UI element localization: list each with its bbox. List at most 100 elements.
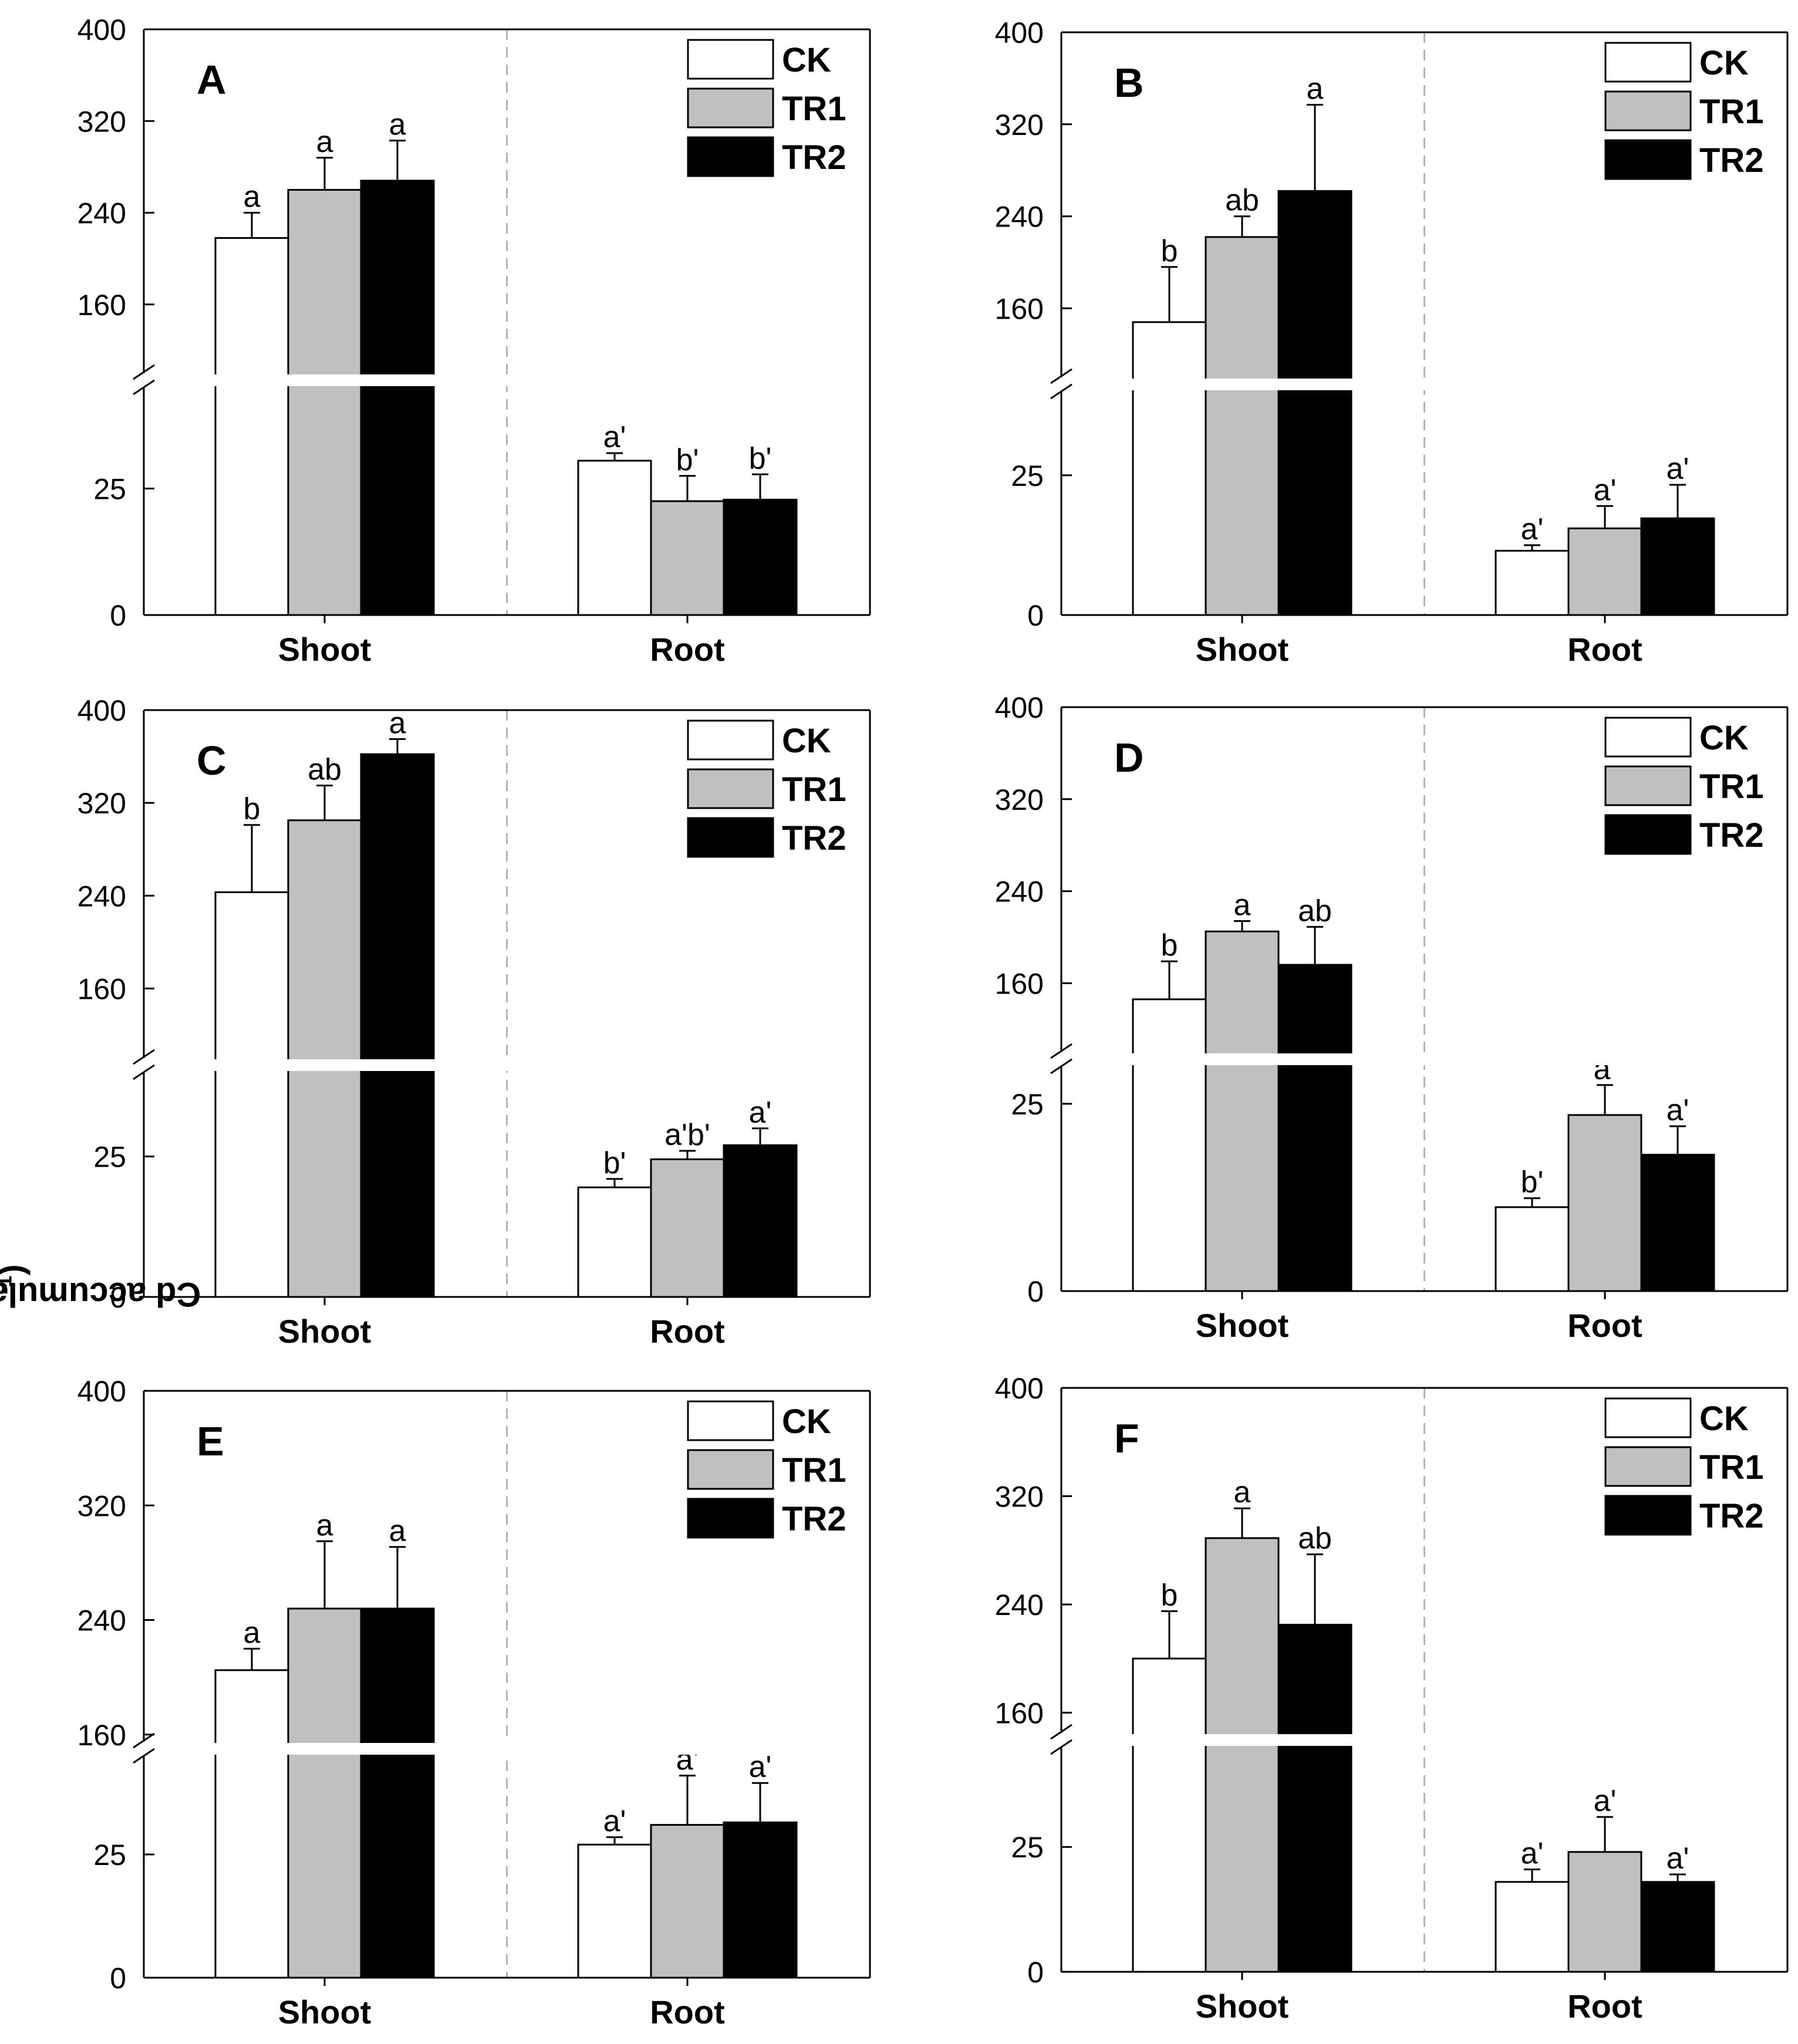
bar-tr2-shoot: [1277, 964, 1352, 1292]
legend-label: CK: [1699, 44, 1749, 82]
panel-letter: B: [1114, 60, 1144, 106]
legend-label: TR1: [782, 90, 846, 128]
bar-tr2-shoot: [360, 753, 435, 1298]
legend-swatch-tr1: [1604, 90, 1692, 131]
legend-swatch-ck: [687, 1400, 774, 1441]
bar-ck-root: [577, 1843, 652, 1979]
bar-tr2-root: [1640, 517, 1715, 616]
bar-tr2-shoot: [360, 1607, 435, 1979]
y-axis-label-text: Cd accumulation(μg plant: [0, 1275, 201, 1314]
legend-label: TR1: [782, 771, 846, 809]
panel-letter: A: [197, 57, 227, 103]
significance-letter: a': [1521, 512, 1544, 546]
y-tick-label: 25: [93, 472, 126, 505]
y-tick-label: 400: [995, 1372, 1044, 1405]
significance-letter: ab: [1298, 1522, 1332, 1556]
legend-swatch-ck: [687, 39, 774, 80]
y-tick-label: 160: [995, 292, 1044, 325]
legend-label: CK: [1699, 1400, 1749, 1438]
bar-tr1-shoot: [1205, 930, 1280, 1292]
y-tick-label: 240: [77, 1604, 126, 1637]
x-tick-label: Root: [1567, 631, 1642, 668]
bar-ck-root: [577, 460, 652, 616]
significance-letter: a'b': [664, 1118, 710, 1152]
significance-letter: a': [1667, 452, 1689, 486]
significance-letter: a: [316, 1508, 333, 1542]
legend-swatch-tr1: [1604, 765, 1692, 806]
legend-swatch-tr1: [687, 87, 774, 129]
y-tick-label: 320: [995, 109, 1044, 141]
legend-label: CK: [782, 41, 831, 79]
y-tick-label: 320: [77, 787, 126, 820]
y-tick-label: 0: [110, 1962, 126, 1995]
bar-tr1-shoot: [1205, 236, 1280, 616]
legend-label: TR1: [1699, 768, 1764, 806]
y-tick-label: 0: [1027, 1956, 1044, 1989]
significance-letter: a: [1234, 888, 1251, 923]
bar-tr2-root: [723, 1821, 798, 1979]
bar-ck-shoot: [214, 1669, 289, 1979]
legend-label: TR2: [782, 138, 846, 177]
panel-C: b b' ab a'b' a a' 160 240 320 400 0 25 Shoot Root C CK T…: [77, 694, 871, 1350]
significance-letter: ab: [308, 752, 342, 786]
y-tick-label: 400: [77, 1375, 126, 1408]
legend-swatch-tr2: [1604, 139, 1692, 180]
legend-label: TR1: [1699, 1448, 1764, 1486]
legend-label: TR2: [782, 819, 846, 857]
y-tick-label: 320: [77, 1489, 126, 1522]
y-tick-label: 400: [995, 691, 1044, 724]
bar-tr1-root: [650, 1158, 725, 1298]
y-tick-label: 320: [995, 783, 1044, 816]
legend-label: TR2: [1699, 816, 1764, 854]
axis-break-band: [132, 1059, 741, 1071]
bar-ck-shoot: [214, 237, 289, 616]
y-tick-label: 240: [77, 197, 126, 230]
panel-F: b a' a a' ab a' 160 240 320 400 0 25 Shoot Root F CK TR1…: [995, 1372, 1789, 2025]
y-tick-label: 400: [995, 16, 1044, 49]
axis-break-band: [1050, 379, 1658, 390]
significance-letter: a': [1667, 1842, 1689, 1876]
axis-break-band: [1050, 1734, 1658, 1746]
y-tick-label: 0: [1027, 599, 1044, 632]
bar-tr2-shoot: [1277, 1624, 1352, 1973]
bar-ck-root: [1495, 549, 1570, 616]
y-tick-label: 25: [93, 1141, 126, 1174]
bar-tr1-root: [1567, 527, 1642, 616]
legend-swatch-ck: [687, 719, 774, 761]
y-tick-label: 0: [110, 599, 126, 632]
panel-letter: E: [197, 1418, 224, 1464]
bar-tr1-shoot: [1205, 1537, 1280, 1973]
y-tick-label: 240: [995, 1589, 1044, 1621]
significance-letter: a': [1521, 1837, 1544, 1871]
significance-letter: b: [244, 792, 261, 826]
legend-swatch-tr2: [687, 136, 774, 177]
legend-label: TR1: [782, 1451, 846, 1489]
significance-letter: ab: [1298, 894, 1332, 928]
x-tick-label: Root: [650, 1994, 725, 2031]
x-tick-label: Root: [650, 631, 725, 668]
significance-letter: b: [1161, 928, 1178, 962]
x-tick-label: Shoot: [1196, 1307, 1289, 1344]
bar-tr2-root: [1640, 1154, 1715, 1292]
x-tick-label: Root: [650, 1313, 725, 1350]
significance-letter: a: [1234, 1475, 1251, 1509]
bar-tr1-root: [1567, 1851, 1642, 1973]
panel-A: a a' a b' a b' 160 240 320 400 0 25 Shoot Root A CK TR1 T…: [77, 13, 871, 668]
significance-letter: b': [676, 443, 699, 477]
legend-label: CK: [782, 722, 831, 760]
significance-letter: b': [749, 441, 772, 475]
x-tick-label: Shoot: [1196, 1988, 1289, 2025]
significance-letter: a: [389, 1514, 406, 1548]
significance-letter: a: [389, 107, 406, 141]
y-tick-label: 320: [995, 1480, 1044, 1513]
significance-letter: a: [1307, 72, 1324, 106]
x-tick-label: Root: [1567, 1988, 1642, 2025]
significance-letter: b': [603, 1146, 626, 1180]
y-tick-label: 0: [110, 1281, 126, 1314]
y-tick-label: 160: [995, 967, 1044, 1000]
y-tick-label: 320: [77, 105, 126, 138]
legend-swatch-tr2: [1604, 814, 1692, 855]
significance-letter: a: [244, 1616, 261, 1650]
